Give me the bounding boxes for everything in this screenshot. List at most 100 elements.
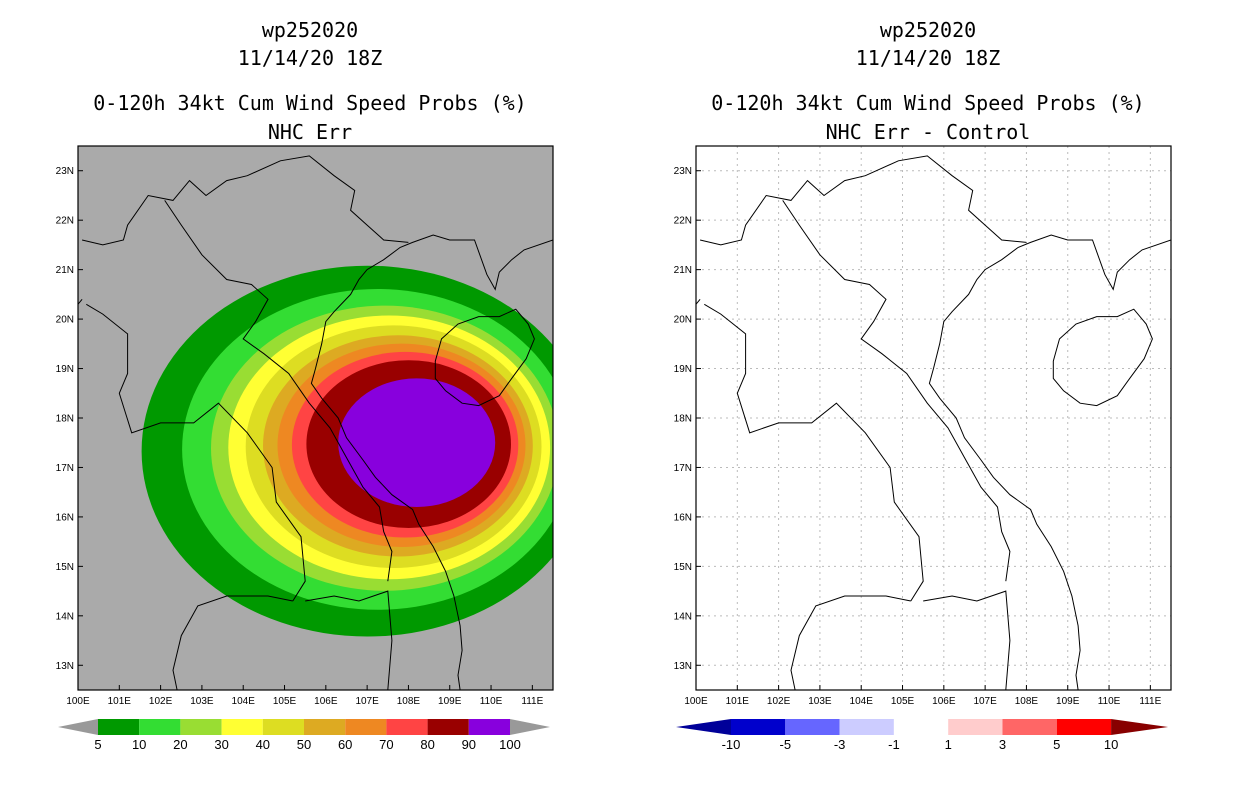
y-tick-label: 14N: [674, 611, 692, 622]
left-title-line3: 0-120h 34kt Cum Wind Speed Probs (%): [93, 91, 527, 115]
x-tick-label: 105E: [273, 696, 297, 707]
y-tick-label: 17N: [56, 463, 74, 474]
left-title-line4: NHC Err: [267, 120, 353, 144]
colorbar-label: 40: [256, 737, 270, 752]
right-title-line3: 0-120h 34kt Cum Wind Speed Probs (%): [711, 91, 1145, 115]
x-tick-label: 104E: [232, 696, 256, 707]
x-tick-label: 103E: [190, 696, 214, 707]
country-border: [790, 595, 911, 690]
y-tick-label: 14N: [56, 611, 74, 622]
colorbar-label: 60: [338, 737, 352, 752]
x-tick-label: 110E: [480, 696, 503, 707]
colorbar-segment: [839, 719, 894, 735]
right-title-line1: wp252020: [879, 18, 977, 42]
colorbar-segment: [731, 719, 786, 735]
colorbar: -10 -5 -3 -1 1 3 5 10: [676, 719, 1169, 752]
colorbar-label: -3: [834, 737, 846, 752]
x-tick-label: 109E: [1056, 696, 1080, 707]
country-border: [782, 200, 1011, 582]
colorbar: 5 10 20 30 40 50 60 70 80 90 100: [58, 719, 550, 752]
y-tick-label: 18N: [56, 414, 74, 425]
colorbar-label: 5: [1053, 737, 1060, 752]
colorbar-label: 100: [499, 737, 521, 752]
y-tick-label: 23N: [674, 166, 692, 177]
colorbar-label: 5: [94, 737, 101, 752]
country-border: [78, 601, 79, 603]
right-title-line4: NHC Err - Control: [825, 120, 1031, 144]
country-border: [699, 155, 1027, 246]
country-border: [78, 298, 83, 306]
colorbar-segment: [304, 719, 346, 735]
country-border: [86, 303, 306, 602]
x-tick-label: 106E: [314, 696, 338, 707]
colorbar-label: 80: [420, 737, 434, 752]
y-tick-label: 16N: [56, 512, 74, 523]
y-tick-label: 22N: [56, 216, 74, 227]
colorbar-label: 10: [132, 737, 146, 752]
right-map-panel: 100E 101E 102E 103E 104E 105E 106E 107E 108E 109E…: [674, 145, 1172, 752]
left-title-line2: 11/14/20 18Z: [237, 46, 383, 70]
x-tick-label: 111E: [521, 696, 543, 707]
x-tick-label: 104E: [850, 696, 874, 707]
colorbar-segment: [139, 719, 181, 735]
x-tick-label: 108E: [397, 696, 421, 707]
x-tick-label: 103E: [808, 696, 832, 707]
x-tick-label: 102E: [149, 696, 173, 707]
y-tick-label: 21N: [674, 265, 692, 276]
colorbar-segment: [98, 719, 140, 735]
country-border: [696, 601, 697, 603]
colorbar-label: 30: [214, 737, 228, 752]
country-border: [704, 303, 924, 602]
colorbar-segment: [948, 719, 1003, 735]
y-tick-label: 17N: [674, 463, 692, 474]
colorbar-segment: [345, 719, 387, 735]
y-tick-label: 15N: [56, 562, 74, 573]
hainan-coastline: [1052, 308, 1153, 407]
y-tick-label: 23N: [56, 166, 74, 177]
y-tick-label: 13N: [674, 661, 692, 672]
colorbar-segment: [1056, 719, 1112, 735]
y-tick-label: 20N: [674, 315, 692, 326]
colorbar-segment: [386, 719, 428, 735]
colorbar-segment: [221, 719, 263, 735]
y-tick-label: 19N: [56, 364, 74, 375]
colorbar-label: -1: [888, 737, 900, 752]
country-border: [81, 155, 409, 246]
x-tick-label: 110E: [1098, 696, 1121, 707]
colorbar-label: 1: [945, 737, 952, 752]
colorbar-segment: [785, 719, 840, 735]
left-map-panel: 100E 101E 102E 103E 104E 105E 106E 107E 108E 109E…: [56, 145, 554, 752]
coastline: [310, 234, 553, 690]
hainan-coastline: [434, 308, 535, 407]
country-border: [923, 590, 1011, 690]
country-border: [305, 590, 393, 690]
x-tick-label: 102E: [767, 696, 791, 707]
x-tick-label: 101E: [726, 696, 750, 707]
colorbar-label: 90: [462, 737, 476, 752]
left-title-line1: wp252020: [261, 18, 359, 42]
colorbar-segment: [262, 719, 304, 735]
y-tick-label: 22N: [674, 216, 692, 227]
y-tick-label: 20N: [56, 315, 74, 326]
colorbar-segment: [1002, 719, 1057, 735]
colorbar-label: 50: [297, 737, 311, 752]
colorbar-segment: [180, 719, 222, 735]
x-tick-label: 101E: [108, 696, 132, 707]
colorbar-label: 10: [1104, 737, 1118, 752]
colorbar-over-arrow: [1111, 719, 1169, 735]
x-tick-label: 108E: [1015, 696, 1039, 707]
y-tick-label: 13N: [56, 661, 74, 672]
x-tick-label: 106E: [932, 696, 956, 707]
colorbar-label: -10: [722, 737, 741, 752]
x-tick-label: 100E: [684, 696, 708, 707]
country-border: [696, 298, 701, 306]
right-title-line2: 11/14/20 18Z: [855, 46, 1001, 70]
colorbar-label: 20: [173, 737, 187, 752]
map-content: [78, 155, 553, 690]
country-border: [164, 200, 393, 582]
colorbar-over-arrow: [510, 719, 550, 735]
colorbar-under-arrow: [676, 719, 731, 735]
country-border: [172, 595, 293, 690]
y-tick-label: 19N: [674, 364, 692, 375]
